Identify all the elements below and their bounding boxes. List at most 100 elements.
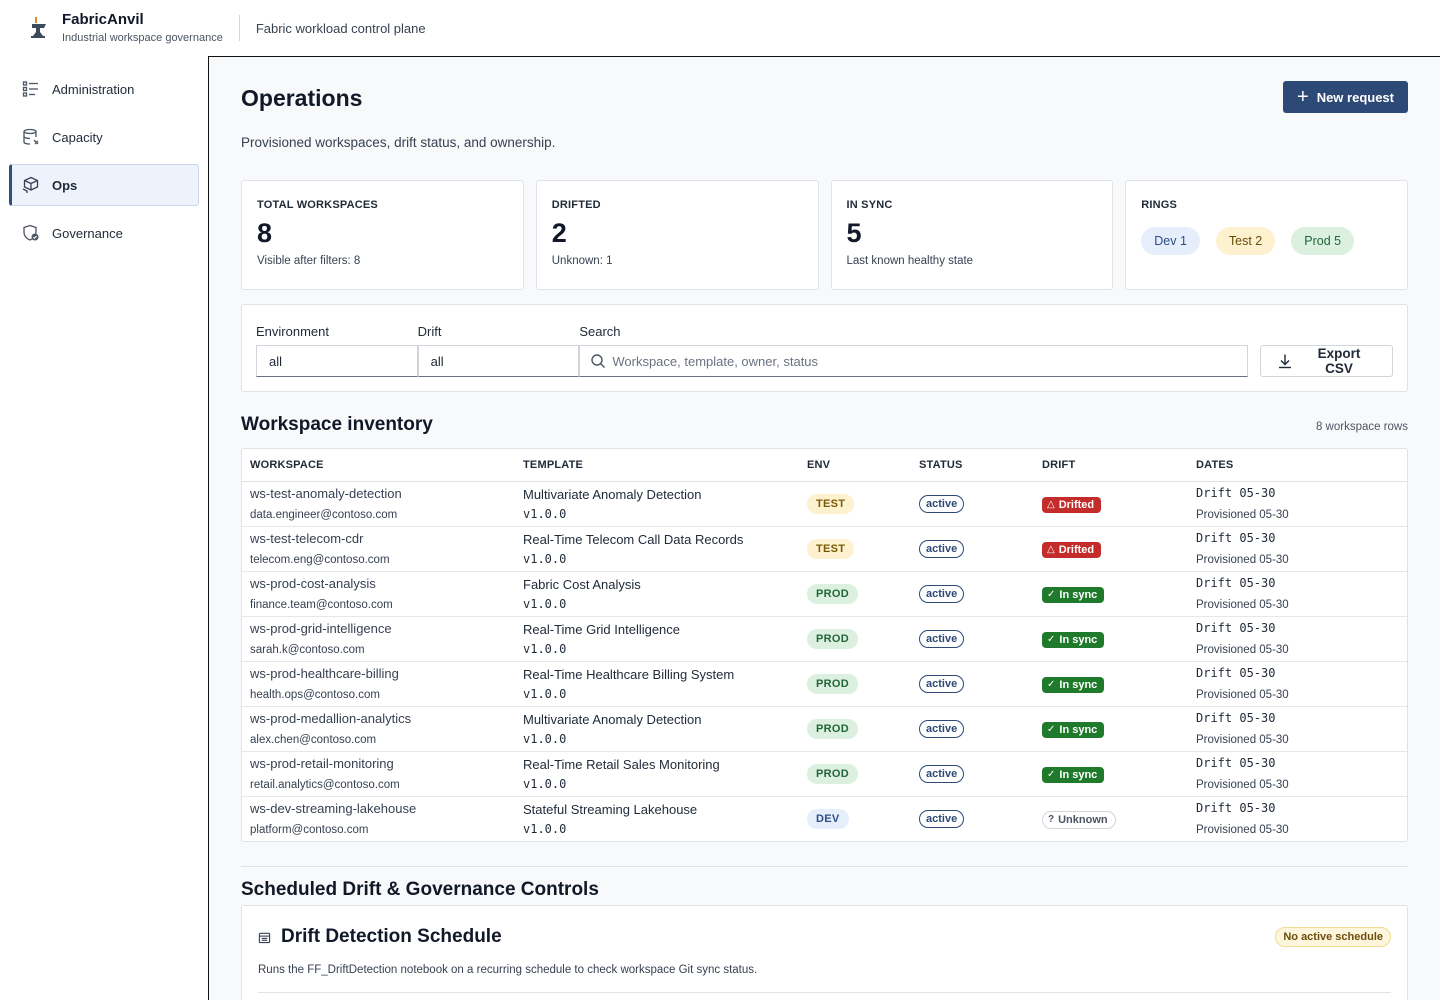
table-row[interactable]: ws-dev-streaming-lakehouse platform@conto… [242,796,1407,841]
env-badge: PROD [807,718,858,739]
template-name: Real-Time Healthcare Billing System [523,666,735,682]
provisioned-date: Provisioned 05-30 [1196,688,1289,701]
workspace-name[interactable]: ws-test-telecom-cdr [250,530,364,546]
workspace-name[interactable]: ws-prod-medallion-analytics [250,710,412,726]
status-badge: active [919,630,965,648]
drift-badge: ✓ In sync [1042,586,1105,603]
provisioned-date: Provisioned 05-30 [1196,598,1289,611]
stat-value: 8 [257,218,273,248]
template-name: Real-Time Grid Intelligence [523,621,681,637]
cell-drift: ✓ In sync [1034,751,1188,797]
cell-drift: ✓ In sync [1034,571,1188,617]
workspace-owner: finance.team@contoso.com [250,598,393,611]
cell-status: active [911,571,1034,617]
schedule-divider [258,992,1391,993]
workspace-owner: alex.chen@contoso.com [250,733,377,746]
sidebar-item-capacity[interactable]: Capacity [9,116,199,158]
cell-env: PROD [799,571,911,617]
ring-pill-dev: Dev 1 [1141,227,1200,255]
column-header-drift[interactable]: DRIFT [1034,449,1188,482]
stat-card-drifted: DRIFTED 2 Unknown: 1 [535,180,819,290]
inventory-count: 8 workspace rows [1315,421,1408,433]
column-header-env[interactable]: ENV [799,449,911,482]
sidebar: Administration Capacity Ops Governa [0,56,208,1000]
workspace-name[interactable]: ws-prod-cost-analysis [250,575,376,591]
workspace-name[interactable]: ws-prod-grid-intelligence [250,620,392,636]
env-badge: TEST [807,538,855,559]
drift-label: In sync [1059,633,1098,646]
cell-drift: △ Drifted [1034,481,1188,527]
sidebar-item-governance[interactable]: Governance [9,212,199,254]
drift-label: In sync [1059,678,1098,691]
env-badge: PROD [807,583,858,604]
list-settings-icon [21,79,41,99]
export-csv-button[interactable]: Export CSV [1259,345,1394,377]
drift-label: Drifted [1058,543,1095,556]
cell-status: active [911,796,1034,841]
drift-date: Drift 05-30 [1196,530,1276,545]
table-row[interactable]: ws-test-anomaly-detection data.engineer@c… [242,481,1407,527]
column-header-workspace[interactable]: WORKSPACE [242,449,515,482]
cell-dates: Drift 05-30 Provisioned 05-30 [1188,751,1407,797]
cell-env: TEST [799,481,911,527]
stat-label: DRIFTED [551,199,601,211]
schedule-title: Drift Detection Schedule [281,926,502,947]
page-title: Operations [241,85,363,111]
provisioned-date: Provisioned 05-30 [1196,733,1289,746]
brand[interactable]: FabricAnvil Industrial workspace governa… [0,0,223,56]
header-context: Fabric workload control plane [255,20,426,36]
column-header-dates[interactable]: DATES [1188,449,1407,482]
drift-date: Drift 05-30 [1196,800,1276,815]
drift-label: Drifted [1058,498,1095,511]
environment-label: Environment [256,324,329,339]
table-row[interactable]: ws-prod-healthcare-billing health.ops@con… [242,661,1407,707]
table-body: ws-test-anomaly-detection data.engineer@c… [242,481,1407,841]
table-row[interactable]: ws-test-telecom-cdr telecom.eng@contoso.c… [242,526,1407,572]
workspace-name[interactable]: ws-prod-retail-monitoring [250,755,394,771]
template-version: v1.0.0 [523,551,567,566]
anvil-logo-icon [31,17,46,38]
cell-drift: △ Drifted [1034,526,1188,572]
sidebar-item-ops[interactable]: Ops [9,164,199,206]
search-icon [591,354,606,368]
calendar-icon [258,932,271,943]
workspace-name[interactable]: ws-prod-healthcare-billing [250,665,399,681]
column-header-template[interactable]: TEMPLATE [515,449,799,482]
table-row[interactable]: ws-prod-cost-analysis finance.team@contos… [242,571,1407,617]
cell-workspace: ws-dev-streaming-lakehouse platform@conto… [242,796,515,841]
drift-date: Drift 05-30 [1196,485,1276,500]
cell-workspace: ws-prod-grid-intelligence sarah.k@contoso… [242,616,515,662]
table-header-row: WORKSPACE TEMPLATE ENV STATUS DRIFT DATE… [242,449,1407,482]
workspace-owner: platform@contoso.com [250,823,369,836]
workspace-name[interactable]: ws-dev-streaming-lakehouse [250,800,417,816]
sidebar-item-label: Administration [52,81,135,97]
template-version: v1.0.0 [523,641,567,656]
top-bar: FabricAnvil Industrial workspace governa… [0,0,1440,56]
schedule-description: Runs the FF_DriftDetection notebook on a… [258,964,758,976]
drift-label: Unknown [1058,813,1108,826]
ring-pill-prod: Prod 5 [1291,227,1355,255]
status-badge: active [919,765,965,783]
inventory-title: Workspace inventory [241,414,433,435]
new-request-button[interactable]: + New request [1283,81,1408,113]
column-header-status[interactable]: STATUS [911,449,1034,482]
sidebar-item-administration[interactable]: Administration [9,68,199,110]
table-row[interactable]: ws-prod-medallion-analytics alex.chen@con… [242,706,1407,752]
cell-status: active [911,526,1034,572]
environment-select[interactable]: all [256,345,418,377]
search-input[interactable]: Workspace, template, owner, status [579,345,1248,377]
drift-select[interactable]: all [417,345,580,377]
cell-workspace: ws-prod-medallion-analytics alex.chen@con… [242,706,515,752]
table-row[interactable]: ws-prod-retail-monitoring retail.analytic… [242,751,1407,797]
env-badge: DEV [807,808,849,829]
template-version: v1.0.0 [523,686,567,701]
drift-date: Drift 05-30 [1196,620,1276,635]
env-badge: PROD [807,673,858,694]
stat-note: Last known healthy state [846,255,974,267]
status-badge: active [919,585,965,603]
workspace-name[interactable]: ws-test-anomaly-detection [250,485,402,501]
sidebar-item-label: Ops [52,177,78,193]
table-row[interactable]: ws-prod-grid-intelligence sarah.k@contoso… [242,616,1407,662]
cell-workspace: ws-prod-cost-analysis finance.team@contos… [242,571,515,617]
cell-template: Fabric Cost Analysis v1.0.0 [515,571,799,617]
